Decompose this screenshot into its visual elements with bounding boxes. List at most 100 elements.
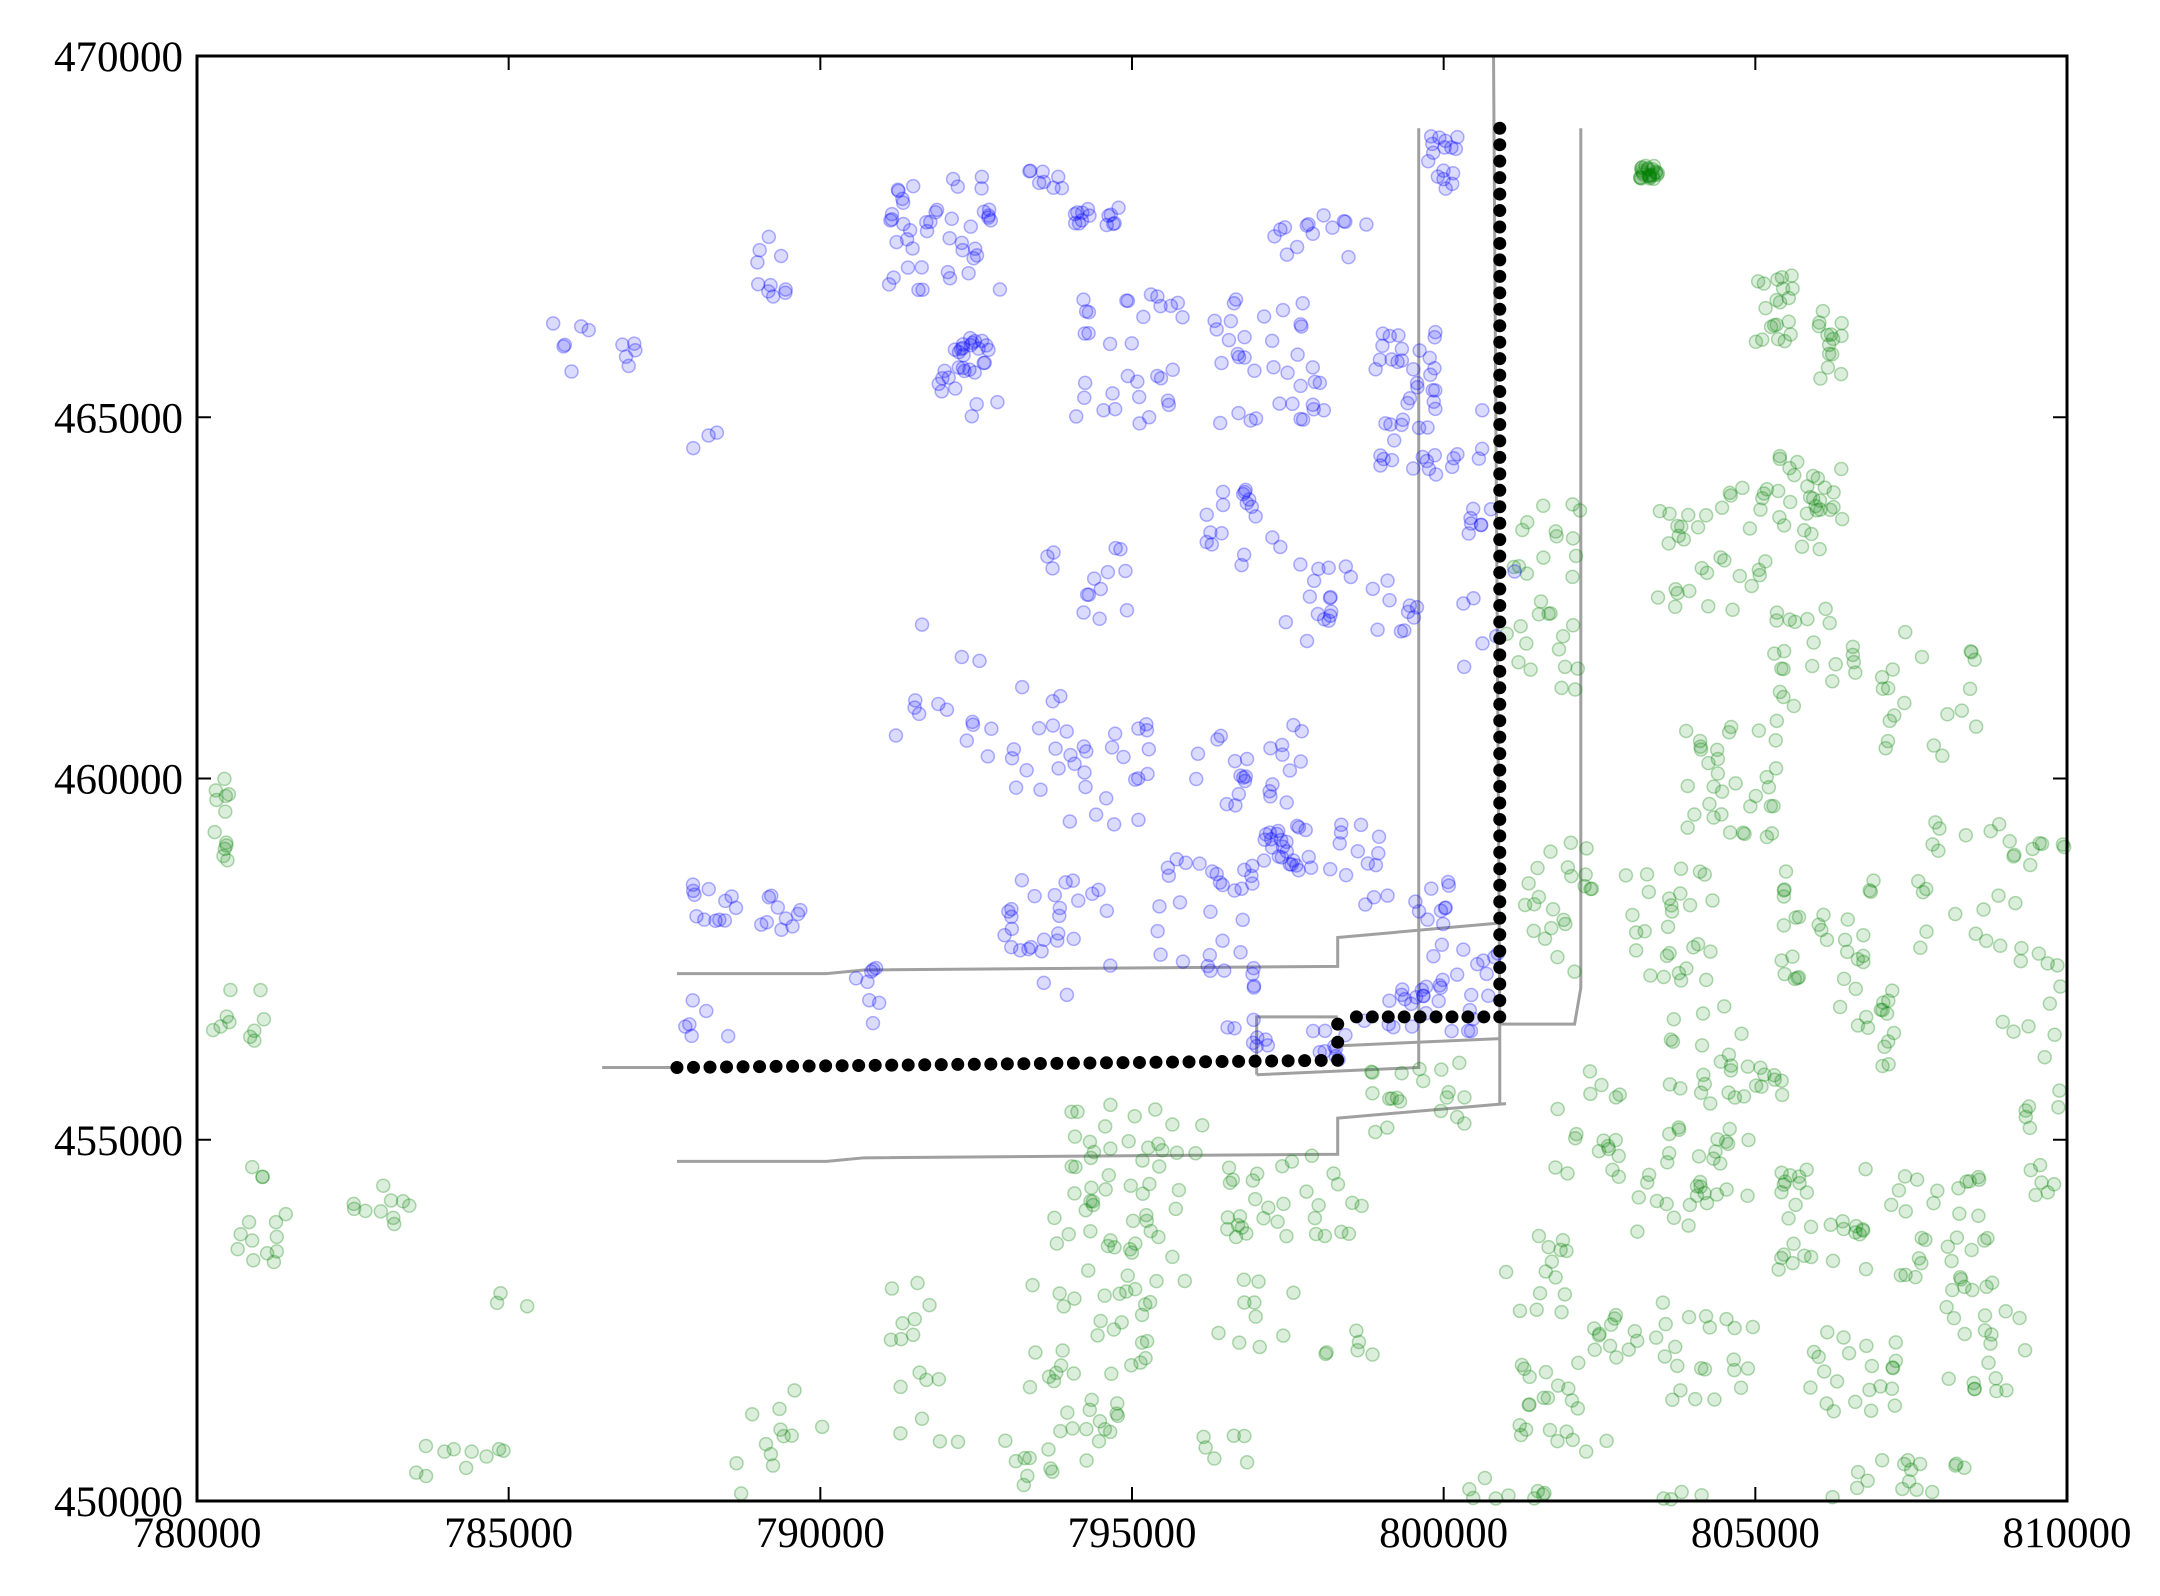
- green-point: [1565, 1432, 1581, 1448]
- green-point: [1988, 1371, 2004, 1386]
- green-point: [1165, 1117, 1180, 1132]
- blue-point: [1444, 1023, 1459, 1039]
- green-point: [1645, 167, 1660, 183]
- green-point: [1553, 1242, 1568, 1258]
- green-point: [1945, 1282, 1960, 1298]
- blue-point: [1373, 448, 1388, 463]
- blue-point: [1321, 613, 1336, 628]
- blue-point: [1436, 163, 1451, 178]
- green-point: [1981, 1355, 1996, 1370]
- green-point: [1964, 1242, 1979, 1258]
- path-point: [1493, 845, 1507, 859]
- blue-point: [900, 260, 916, 275]
- path-point: [901, 1058, 915, 1072]
- blue-point: [1414, 982, 1430, 998]
- green-point: [1543, 606, 1558, 621]
- green-point: [1695, 1006, 1711, 1021]
- green-point: [1699, 565, 1715, 581]
- green-point: [1836, 1221, 1851, 1237]
- blue-point: [1014, 872, 1030, 888]
- green-point: [1811, 1349, 1826, 1365]
- green-point: [1526, 896, 1542, 912]
- green-point: [1520, 514, 1535, 530]
- green-point: [1578, 1444, 1594, 1459]
- blue-point: [1243, 413, 1258, 428]
- blue-point: [981, 210, 996, 225]
- green-point: [1958, 828, 1974, 843]
- blue-point: [905, 178, 921, 194]
- green-point: [1813, 502, 1828, 517]
- green-point: [1823, 1217, 1838, 1233]
- green-point: [1756, 276, 1772, 291]
- blue-point: [687, 887, 702, 903]
- blue-point: [1230, 346, 1245, 362]
- green-point: [1211, 1325, 1226, 1341]
- green-point: [1084, 1392, 1099, 1408]
- green-point: [1134, 1335, 1150, 1350]
- blue-point: [1256, 309, 1272, 324]
- blue-point: [1078, 304, 1094, 319]
- green-point: [1769, 317, 1784, 333]
- green-point: [1772, 294, 1788, 310]
- green-point: [1971, 1172, 1987, 1187]
- blue-point: [1113, 541, 1128, 557]
- blue-point: [1238, 482, 1253, 498]
- blue-point: [1233, 945, 1248, 960]
- green-point: [1679, 961, 1694, 976]
- blue-point: [1046, 545, 1061, 560]
- path-point: [1493, 747, 1507, 761]
- green-point: [1758, 300, 1773, 316]
- green-point: [2034, 836, 2050, 852]
- blue-point: [1305, 1023, 1321, 1039]
- blue-point: [860, 974, 875, 990]
- blue-point: [895, 195, 911, 211]
- green-point: [1555, 1232, 1571, 1248]
- blue-point: [581, 322, 596, 338]
- blue-point: [974, 169, 990, 185]
- green-point: [814, 1419, 830, 1435]
- blue-point: [1059, 724, 1074, 739]
- green-point: [1083, 1193, 1098, 1209]
- green-point: [1820, 360, 1836, 375]
- green-point: [1781, 314, 1796, 329]
- green-point: [1767, 1067, 1782, 1083]
- green-point: [1079, 1421, 1094, 1437]
- green-point: [1949, 1230, 1965, 1245]
- green-point: [1064, 1159, 1079, 1174]
- green-point: [998, 1433, 1013, 1448]
- green-point: [1252, 1339, 1268, 1355]
- blue-point: [1203, 963, 1218, 979]
- path-point: [1232, 1054, 1246, 1068]
- green-point: [1784, 268, 1799, 283]
- green-point: [1477, 1470, 1493, 1486]
- green-point: [1137, 1297, 1153, 1312]
- green-point: [1694, 1038, 1710, 1053]
- blue-point: [1436, 171, 1451, 187]
- blue-point: [1444, 459, 1460, 475]
- green-point: [907, 1311, 922, 1327]
- path-point: [1493, 648, 1507, 662]
- green-point: [1674, 519, 1689, 535]
- path-point: [1281, 1054, 1295, 1068]
- green-point: [1512, 1417, 1527, 1433]
- green-point: [1085, 1197, 1101, 1213]
- blue-point: [1098, 791, 1114, 806]
- green-point: [1774, 1185, 1789, 1200]
- green-point: [1582, 1064, 1598, 1079]
- blue-point: [1370, 622, 1385, 637]
- blue-point: [1289, 858, 1304, 873]
- green-point: [1963, 644, 1978, 659]
- green-point: [489, 1295, 505, 1311]
- blue-point: [1150, 368, 1165, 384]
- green-point: [1555, 628, 1571, 644]
- green-point: [207, 824, 222, 840]
- blue-point: [1266, 360, 1281, 375]
- green-point: [1621, 1342, 1637, 1357]
- blue-point: [701, 881, 716, 897]
- blue-point: [1438, 900, 1453, 915]
- path-point: [951, 1057, 965, 1071]
- green-point: [1777, 1174, 1793, 1189]
- blue-point: [1474, 402, 1490, 418]
- green-point: [1759, 481, 1775, 497]
- blue-point: [1088, 807, 1104, 822]
